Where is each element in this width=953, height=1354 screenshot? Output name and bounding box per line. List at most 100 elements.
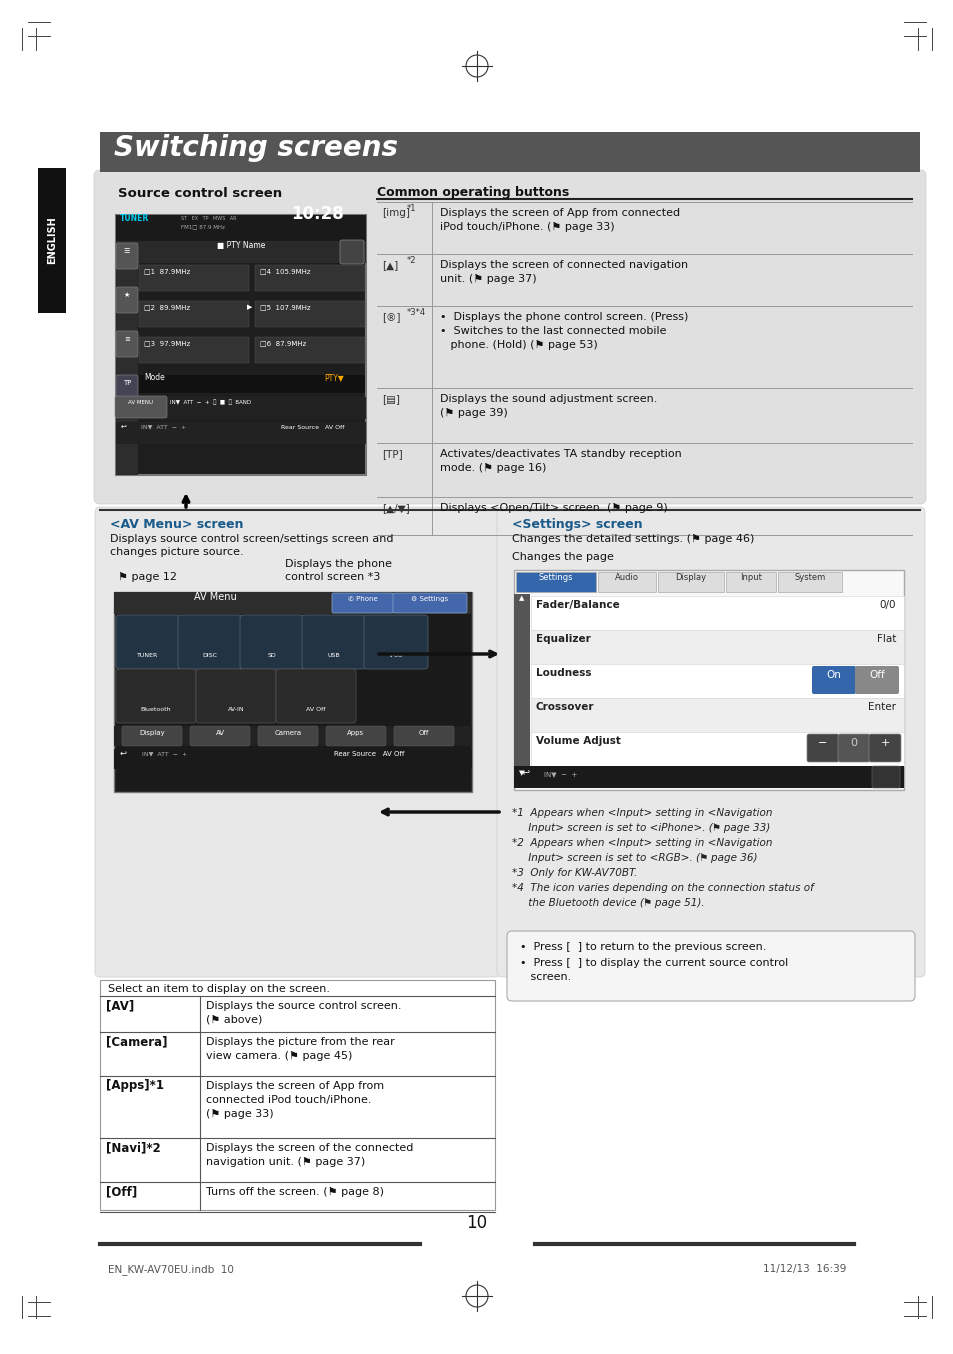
FancyBboxPatch shape: [94, 171, 925, 504]
Text: PTY▼: PTY▼: [324, 372, 343, 382]
Bar: [254, 301, 365, 328]
FancyBboxPatch shape: [868, 734, 900, 762]
Text: ⚙ Settings: ⚙ Settings: [411, 596, 448, 603]
Text: AV Off: AV Off: [306, 707, 325, 712]
Text: Rear Source   AV Off: Rear Source AV Off: [334, 751, 404, 757]
Text: USB: USB: [327, 653, 340, 658]
Bar: [516, 571, 596, 592]
Text: System: System: [794, 573, 824, 582]
Text: [Navi]*2: [Navi]*2: [106, 1141, 161, 1154]
Text: [img]: [img]: [381, 209, 410, 218]
Text: [▤]: [▤]: [381, 394, 399, 403]
Text: EN_KW-AV70EU.indb  10: EN_KW-AV70EU.indb 10: [108, 1265, 233, 1275]
Bar: [116, 241, 366, 263]
Text: Volume Adjust: Volume Adjust: [536, 737, 620, 746]
FancyBboxPatch shape: [394, 726, 454, 746]
FancyBboxPatch shape: [115, 395, 167, 418]
Text: Displays <Open/Tilt> screen. (⚑ page 9): Displays <Open/Tilt> screen. (⚑ page 9): [439, 502, 667, 513]
FancyBboxPatch shape: [854, 666, 898, 695]
Bar: [598, 571, 656, 592]
Text: 10: 10: [466, 1215, 487, 1232]
Bar: [100, 131, 919, 172]
Text: ▶: ▶: [247, 305, 253, 310]
Text: □5  107.9MHz: □5 107.9MHz: [260, 305, 311, 310]
Text: [▲/▼]: [▲/▼]: [381, 502, 410, 513]
Text: □6  87.9MHz: □6 87.9MHz: [260, 340, 306, 347]
FancyBboxPatch shape: [257, 726, 317, 746]
Bar: [113, 749, 472, 769]
Text: IN▼  ATT  −  +: IN▼ ATT − +: [142, 751, 187, 756]
Bar: [139, 375, 365, 393]
Text: navigation unit. (⚑ page 37): navigation unit. (⚑ page 37): [206, 1158, 365, 1167]
Text: *1: *1: [407, 204, 416, 213]
Text: unit. (⚑ page 37): unit. (⚑ page 37): [439, 274, 536, 284]
Text: Input: Input: [740, 573, 761, 582]
Text: IN▼  ATT  −  +  ⏮  ■  ⏭  BAND: IN▼ ATT − + ⏮ ■ ⏭ BAND: [170, 399, 251, 405]
Text: Off: Off: [418, 730, 429, 737]
Text: ENGLISH: ENGLISH: [47, 217, 57, 264]
Text: mode. (⚑ page 16): mode. (⚑ page 16): [439, 463, 546, 473]
Text: *2: *2: [407, 256, 416, 265]
Text: Displays the screen of App from connected: Displays the screen of App from connecte…: [439, 209, 679, 218]
Bar: [778, 571, 841, 592]
Text: 10:28: 10:28: [291, 204, 343, 223]
Bar: [514, 766, 903, 788]
Bar: [38, 168, 66, 313]
Text: iPod touch/iPhone. (⚑ page 33): iPod touch/iPhone. (⚑ page 33): [439, 222, 614, 232]
Text: (⚑ above): (⚑ above): [206, 1016, 262, 1025]
Text: Displays the source control screen.: Displays the source control screen.: [206, 1001, 401, 1011]
FancyBboxPatch shape: [116, 375, 138, 401]
Text: •  Press [  ] to display the current source control: • Press [ ] to display the current sourc…: [519, 959, 787, 968]
Text: Loudness: Loudness: [536, 668, 591, 678]
Text: Switching screens: Switching screens: [113, 134, 397, 162]
Text: Display: Display: [139, 730, 165, 737]
Text: AV Menu: AV Menu: [193, 592, 236, 603]
Text: Settings: Settings: [538, 573, 573, 582]
Text: •  Press [  ] to return to the previous screen.: • Press [ ] to return to the previous sc…: [519, 942, 765, 952]
Text: Fader/Balance: Fader/Balance: [536, 600, 619, 611]
Text: (⚑ page 39): (⚑ page 39): [439, 408, 507, 418]
Bar: [531, 699, 903, 733]
Bar: [139, 301, 249, 328]
Bar: [116, 241, 138, 475]
Text: Rear Source   AV Off: Rear Source AV Off: [281, 425, 344, 431]
Text: ▲: ▲: [518, 594, 524, 601]
Text: AV-IN: AV-IN: [228, 707, 244, 712]
Bar: [113, 592, 472, 613]
Text: Mode: Mode: [144, 372, 165, 382]
Text: Displays the screen of the connected: Displays the screen of the connected: [206, 1143, 413, 1154]
Text: ↩: ↩: [120, 749, 127, 758]
Text: Crossover: Crossover: [536, 701, 594, 712]
Text: AV: AV: [215, 730, 224, 737]
Text: *1  Appears when <Input> setting in <Navigation: *1 Appears when <Input> setting in <Navi…: [512, 808, 772, 818]
Bar: [531, 733, 903, 766]
FancyBboxPatch shape: [332, 593, 394, 613]
FancyBboxPatch shape: [116, 242, 138, 269]
Bar: [113, 592, 472, 792]
Text: IN▼  ATT  −  +: IN▼ ATT − +: [141, 424, 186, 429]
Text: ✆ Phone: ✆ Phone: [348, 596, 377, 603]
Text: ⚑ page 12: ⚑ page 12: [118, 571, 177, 582]
Text: Enter: Enter: [867, 701, 895, 712]
FancyBboxPatch shape: [302, 615, 366, 669]
FancyBboxPatch shape: [339, 240, 364, 264]
Bar: [658, 571, 723, 592]
Text: *3  Only for KW-AV70BT.: *3 Only for KW-AV70BT.: [512, 868, 637, 877]
FancyBboxPatch shape: [195, 669, 275, 723]
Text: ▼: ▼: [518, 770, 524, 776]
Text: *4  The icon varies depending on the connection status of: *4 The icon varies depending on the conn…: [512, 883, 813, 894]
FancyBboxPatch shape: [393, 593, 467, 613]
Text: □1  87.9MHz: □1 87.9MHz: [144, 268, 190, 274]
Text: changes picture source.: changes picture source.: [110, 547, 243, 556]
Text: Changes the detailed settings. (⚑ page 46): Changes the detailed settings. (⚑ page 4…: [512, 533, 754, 544]
Bar: [531, 596, 903, 630]
Text: ★: ★: [124, 292, 130, 298]
FancyBboxPatch shape: [240, 615, 304, 669]
Text: Source control screen: Source control screen: [118, 187, 282, 200]
Text: TUNER: TUNER: [137, 653, 158, 658]
Text: •  Switches to the last connected mobile: • Switches to the last connected mobile: [439, 326, 666, 336]
Text: view camera. (⚑ page 45): view camera. (⚑ page 45): [206, 1051, 352, 1062]
FancyBboxPatch shape: [116, 669, 195, 723]
Text: 11/12/13  16:39: 11/12/13 16:39: [761, 1265, 845, 1274]
FancyBboxPatch shape: [811, 666, 855, 695]
